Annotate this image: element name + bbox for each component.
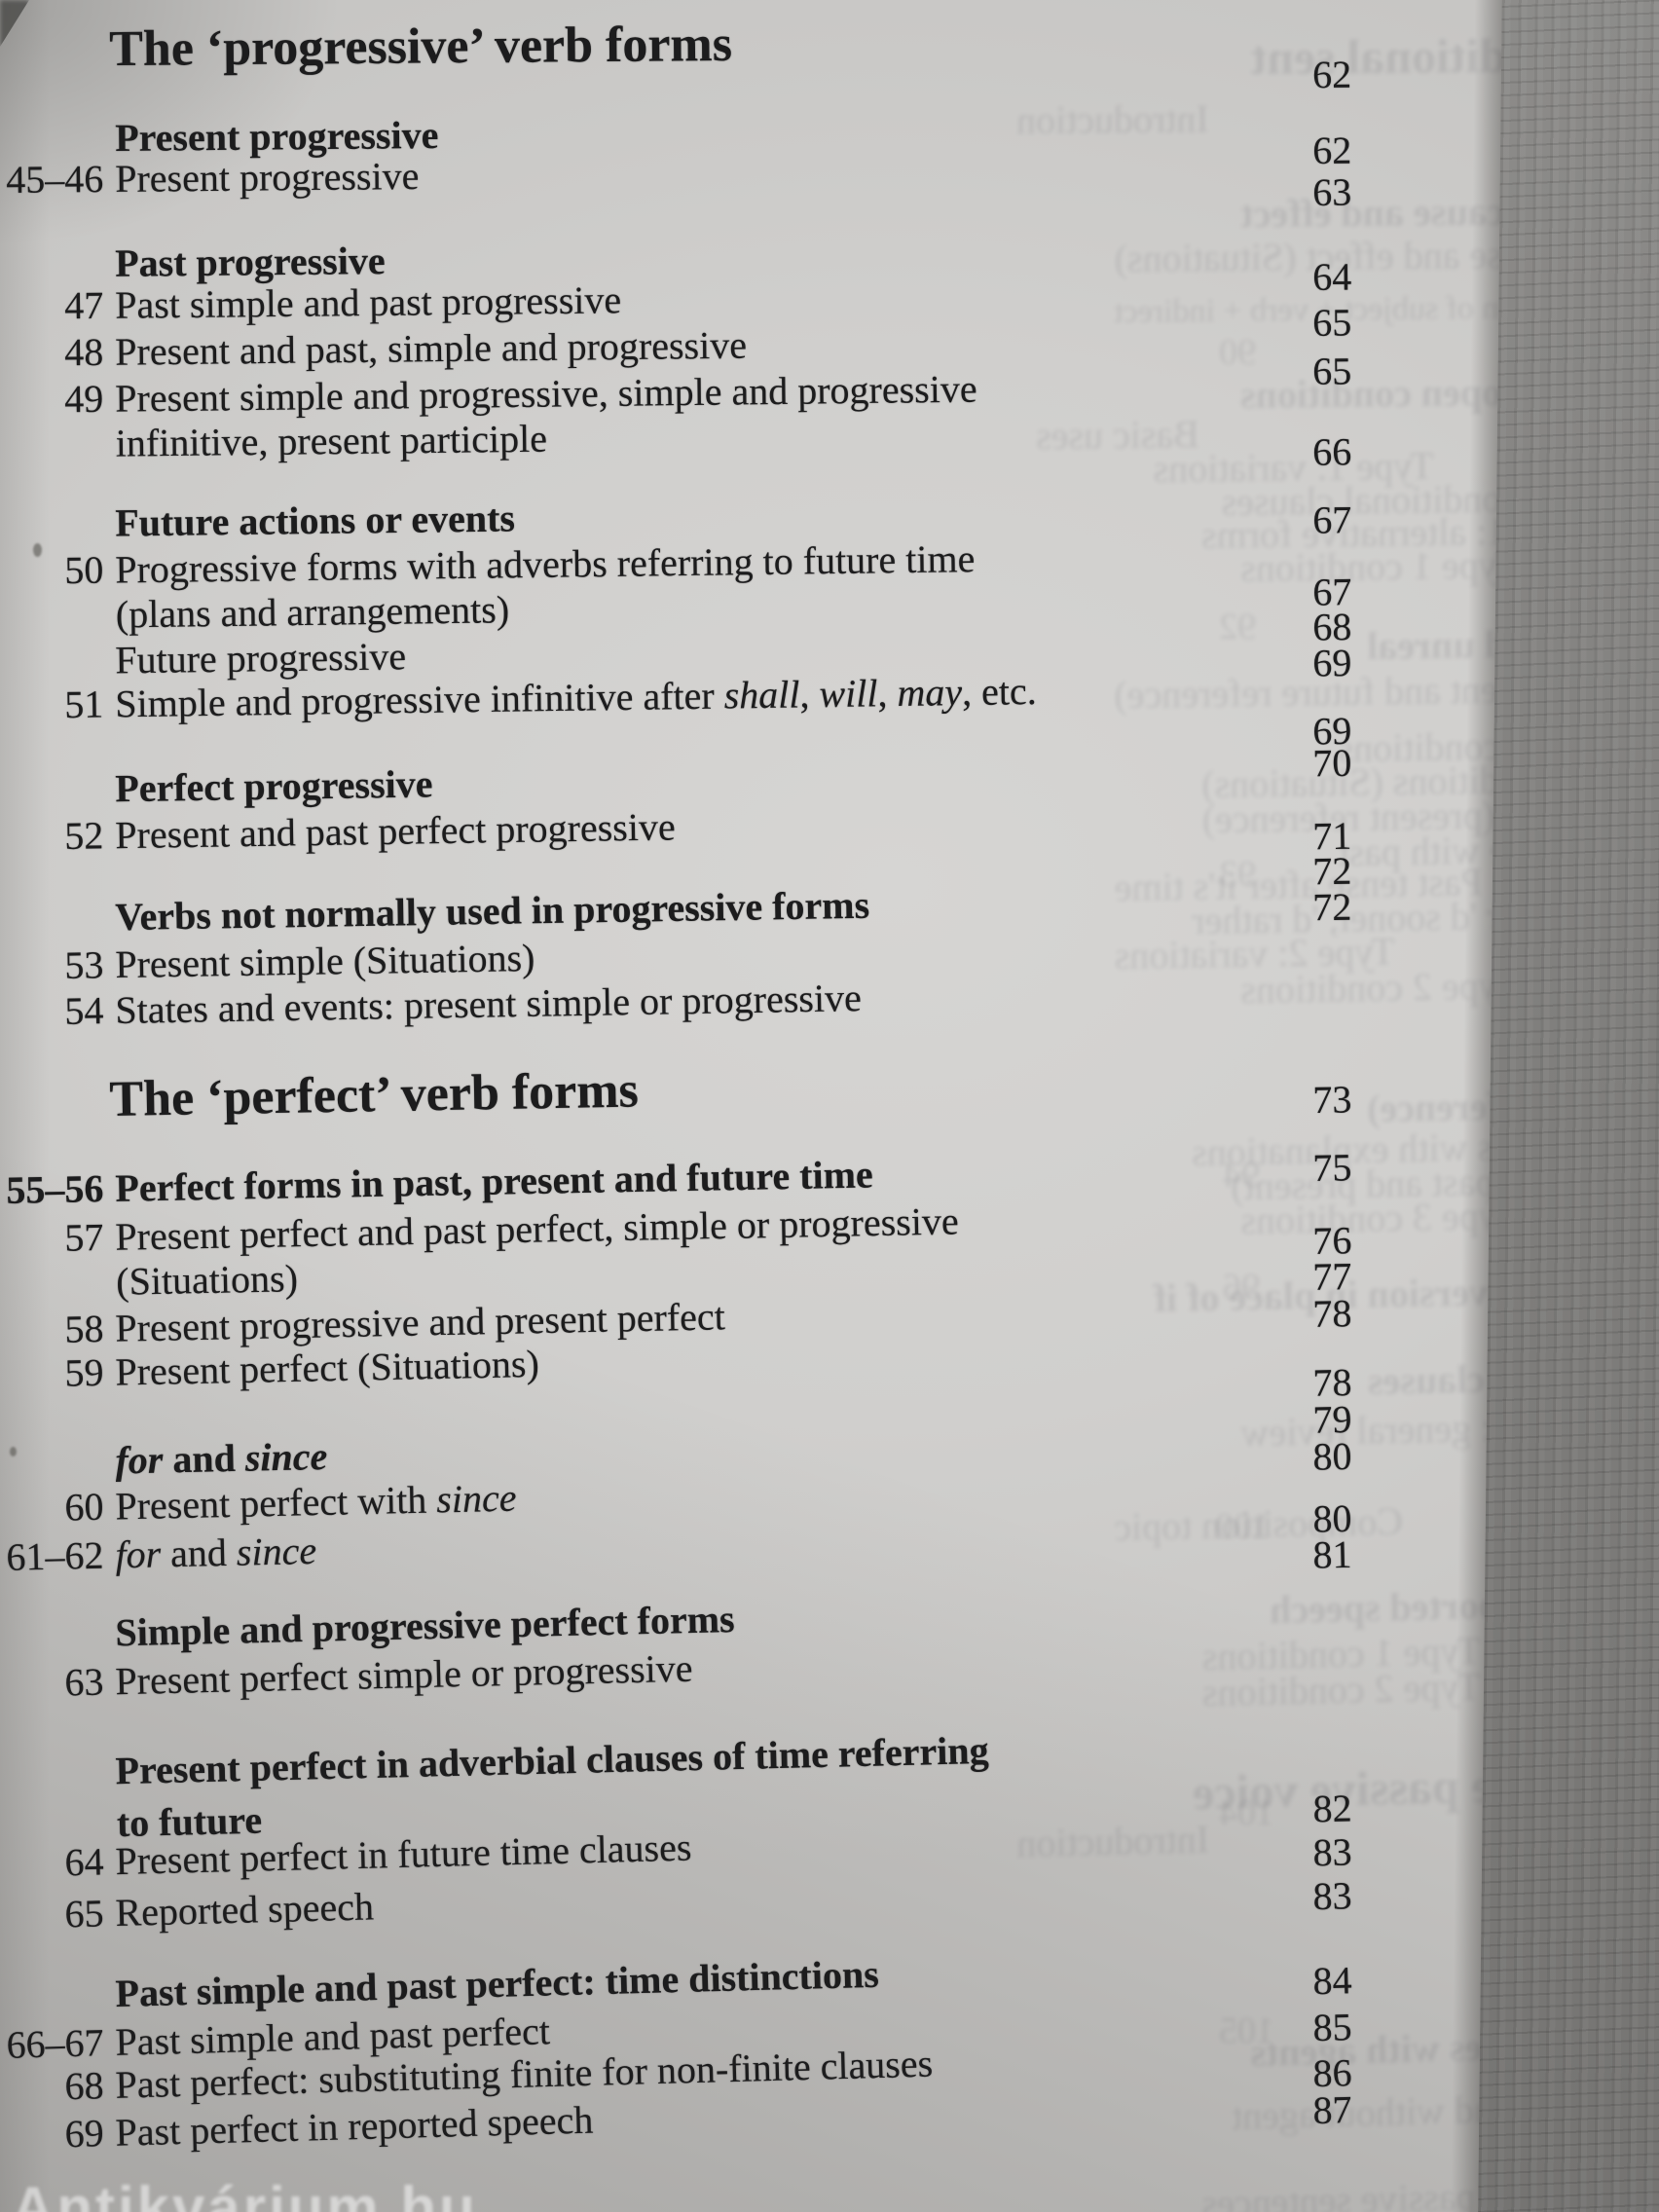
page-number: 63 xyxy=(1311,169,1352,214)
toc-row: 49 Present simple and progressive, simple… xyxy=(0,362,1403,467)
exercise-number: 57 xyxy=(63,1214,104,1260)
exercise-number: 69 xyxy=(63,2111,105,2157)
page-number: 87 xyxy=(1311,2087,1353,2133)
exercise-number: 54 xyxy=(63,988,104,1033)
page-number: 78 xyxy=(1311,1291,1352,1336)
page-number: 80 xyxy=(1311,1433,1352,1479)
exercise-number: 45–46 xyxy=(5,157,104,202)
toc-heading: The ‘progressive’ verb forms xyxy=(0,12,1402,78)
scan-speck xyxy=(10,1447,17,1456)
exercise-number: 65 xyxy=(63,1891,105,1936)
page-number: 72 xyxy=(1311,884,1352,930)
exercise-number: 50 xyxy=(63,547,104,593)
page-number: 62 xyxy=(1311,52,1352,97)
exercise-number: 55–56 xyxy=(5,1166,104,1212)
page-number: 75 xyxy=(1311,1145,1352,1191)
antikvarium-watermark: Antikvárium.hu xyxy=(12,2175,478,2212)
exercise-number: 66–67 xyxy=(5,2020,105,2067)
page-number: 66 xyxy=(1311,429,1352,474)
page-number: 81 xyxy=(1311,1531,1352,1577)
exercise-number: 53 xyxy=(63,942,104,987)
exercise-number: 63 xyxy=(63,1659,105,1705)
page-number: 69 xyxy=(1311,640,1352,685)
page-number: 70 xyxy=(1311,740,1352,786)
exercise-number: 68 xyxy=(63,2063,105,2109)
toc-heading: The ‘perfect’ verb forms xyxy=(0,1051,1403,1129)
page-number: 73 xyxy=(1311,1077,1352,1123)
exercise-number: 61–62 xyxy=(5,1532,104,1579)
exercise-number: 47 xyxy=(63,282,104,328)
exercise-number: 58 xyxy=(63,1306,104,1351)
page-number: 83 xyxy=(1311,1873,1353,1919)
exercise-number: 52 xyxy=(63,813,104,858)
exercise-number: 59 xyxy=(63,1349,104,1395)
exercise-number: 49 xyxy=(63,376,104,422)
exercise-number: 60 xyxy=(63,1484,104,1530)
scan-speck xyxy=(33,543,42,557)
exercise-number: 48 xyxy=(63,329,104,375)
scanner-background-band xyxy=(1476,0,1659,2212)
exercise-number: 64 xyxy=(63,1839,105,1885)
exercise-number: 51 xyxy=(63,682,104,727)
